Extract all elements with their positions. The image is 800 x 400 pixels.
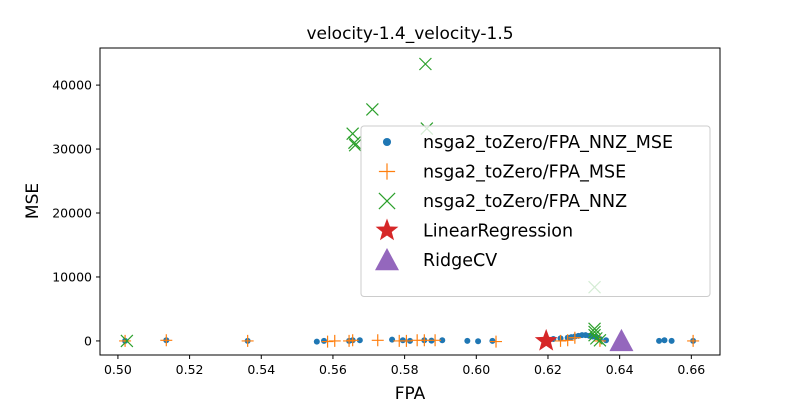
legend: nsga2_toZero/FPA_NNZ_MSE nsga2_toZero/FPA… — [360, 125, 711, 297]
x-tick-label: 0.64 — [606, 362, 634, 377]
legend-box — [360, 125, 711, 297]
y-tick-label: 40000 — [52, 78, 92, 93]
legend-label: RidgeCV — [423, 251, 497, 271]
y-tick-label: 30000 — [52, 142, 92, 157]
x-tick-label: 0.58 — [391, 362, 419, 377]
legend-marker-plus — [378, 163, 396, 180]
data-point-plus — [418, 334, 431, 347]
y-axis-ticks: 0 10000 20000 30000 40000 — [52, 78, 100, 348]
data-point-plus — [429, 334, 442, 347]
data-point-dot — [603, 337, 610, 344]
x-tick-label: 0.62 — [534, 362, 562, 377]
legend-marker-triangle — [375, 248, 399, 271]
legend-marker-x — [378, 192, 396, 210]
data-point-plus — [346, 334, 359, 347]
x-axis-ticks: 0.50 0.52 0.54 0.56 0.58 0.60 0.62 0.64 0.66 — [104, 355, 705, 377]
plot-frame — [99, 47, 721, 356]
data-point-plus — [241, 334, 254, 347]
data-point-dot — [489, 337, 496, 344]
data-point-star — [534, 328, 558, 351]
data-point-plus — [371, 334, 384, 347]
data-point-dot — [389, 336, 396, 343]
data-point-plus — [343, 334, 356, 347]
data-point-triangle — [609, 328, 634, 352]
data-point-x — [346, 127, 360, 141]
x-tick-label: 0.56 — [319, 362, 347, 377]
data-point-plus — [160, 334, 173, 347]
data-point-dot — [439, 337, 446, 344]
series-4-points — [609, 328, 634, 352]
chart-title: velocity-1.4_velocity-1.5 — [306, 24, 513, 44]
data-point-dot — [475, 338, 482, 345]
legend-label: LinearRegression — [423, 222, 573, 242]
data-point-dot — [464, 337, 471, 344]
legend-marker-star — [375, 218, 399, 241]
plot-marks — [119, 57, 700, 352]
data-point-x — [365, 102, 379, 116]
data-point-dot — [320, 337, 327, 344]
legend-label: nsga2_toZero/FPA_NNZ — [423, 192, 627, 212]
data-point-dot — [656, 337, 663, 344]
x-tick-label: 0.54 — [247, 362, 275, 377]
data-point-plus — [554, 334, 567, 347]
legend-label: nsga2_toZero/FPA_MSE — [423, 163, 626, 183]
data-point-dot — [356, 337, 363, 344]
data-point-plus — [490, 335, 503, 348]
data-point-plus — [561, 334, 574, 347]
data-point-x — [593, 333, 607, 347]
y-tick-label: 20000 — [52, 206, 92, 221]
legend-marker-dot — [382, 137, 392, 147]
data-point-dot — [313, 338, 320, 345]
data-point-dot — [661, 337, 668, 344]
y-tick-label: 10000 — [52, 269, 92, 284]
series-0-points — [122, 332, 697, 345]
series-3-points — [534, 328, 558, 351]
data-point-x — [418, 57, 432, 71]
data-point-plus — [568, 331, 581, 344]
x-axis-label: FPA — [395, 384, 426, 400]
data-point-plus — [687, 334, 700, 347]
x-tick-label: 0.60 — [462, 362, 490, 377]
data-point-plus — [321, 335, 334, 348]
y-tick-label: 0 — [84, 333, 92, 348]
x-tick-label: 0.52 — [176, 362, 204, 377]
data-point-dot — [668, 337, 675, 344]
data-point-x — [348, 136, 361, 150]
x-tick-label: 0.50 — [104, 362, 132, 377]
x-tick-label: 0.66 — [677, 362, 705, 377]
legend-label: nsga2_toZero/FPA_NNZ_MSE — [423, 133, 673, 153]
data-point-x — [348, 138, 362, 152]
data-point-plus — [119, 334, 132, 347]
y-axis-label: MSE — [23, 183, 43, 219]
data-point-dot — [399, 337, 406, 344]
data-point-plus — [400, 334, 413, 347]
data-point-plus — [328, 334, 341, 347]
data-point-x — [120, 334, 134, 348]
data-point-x — [589, 331, 603, 345]
